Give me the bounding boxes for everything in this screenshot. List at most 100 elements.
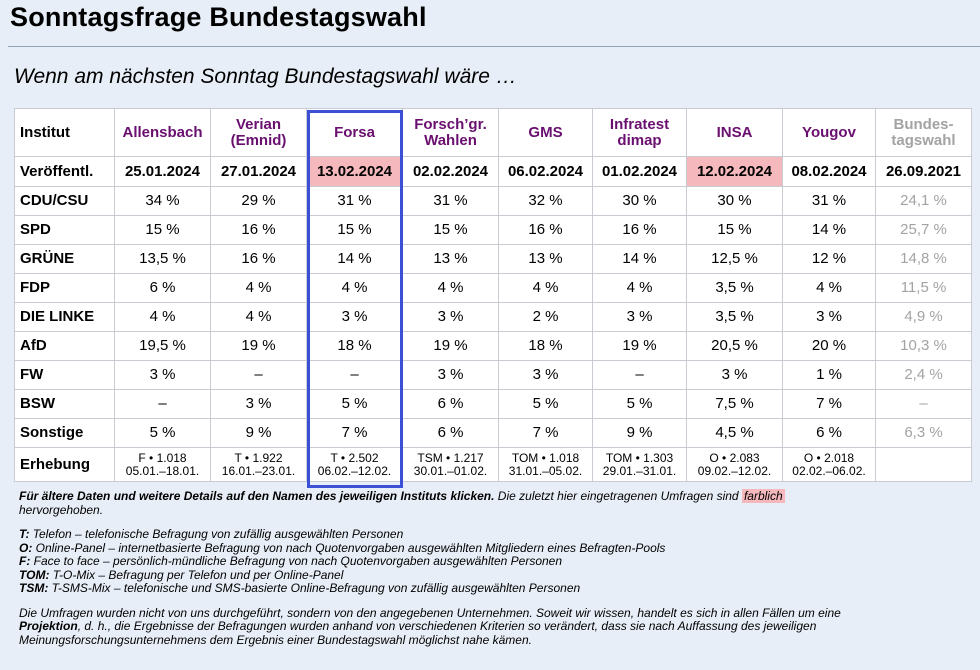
poll-value: 20,5 % <box>686 331 783 361</box>
legend-item: TOM: T-O-Mix – Befragung per Telefon und… <box>19 567 344 582</box>
party-name: BSW <box>14 389 115 419</box>
election-date: 26.09.2021 <box>875 156 972 187</box>
poll-value: 7 % <box>782 389 876 419</box>
institut-header: Institut <box>14 108 115 157</box>
published-date: 27.01.2024 <box>210 156 307 187</box>
poll-value: 5 % <box>498 389 593 419</box>
poll-value: 4 % <box>210 302 307 332</box>
election-result: 2,4 % <box>875 360 972 390</box>
poll-value: 19 % <box>210 331 307 361</box>
poll-value: 9 % <box>592 418 687 448</box>
poll-value: 30 % <box>686 186 783 216</box>
legend-item: TSM: T-SMS-Mix – telefonische und SMS-ba… <box>19 581 581 595</box>
election-result: 24,1 % <box>875 186 972 216</box>
election-result: 10,3 % <box>875 331 972 361</box>
election-result: 14,8 % <box>875 244 972 274</box>
poll-value: 5 % <box>306 389 403 419</box>
poll-value: 13 % <box>402 244 499 274</box>
poll-value: 16 % <box>210 244 307 274</box>
institute-link[interactable]: INSA <box>686 108 783 157</box>
institute-link[interactable]: Forsa <box>306 108 403 157</box>
party-name: FDP <box>14 273 115 303</box>
party-name: AfD <box>14 331 115 361</box>
survey-info: TSM • 1.217 30.01.–01.02. <box>402 447 499 482</box>
poll-value: 29 % <box>210 186 307 216</box>
poll-value: 16 % <box>592 215 687 245</box>
party-row: GRÜNE 13,5 % 16 % 14 % 13 % 13 % 14 % 12,5 % 12 … <box>14 244 972 274</box>
poll-value: 4 % <box>210 273 307 303</box>
poll-value: 3 % <box>686 360 783 390</box>
election-result: 6,3 % <box>875 418 972 448</box>
institute-link[interactable]: Infratest dimap <box>592 108 687 157</box>
poll-value: 19 % <box>592 331 687 361</box>
poll-value: 7 % <box>498 418 593 448</box>
poll-value: 30 % <box>592 186 687 216</box>
poll-value: 15 % <box>114 215 211 245</box>
poll-value: 19,5 % <box>114 331 211 361</box>
legend-item: O: Online-Panel – internetbasierte Befra… <box>19 540 666 555</box>
poll-value: 31 % <box>306 186 403 216</box>
institute-link[interactable]: Allensbach <box>114 108 211 157</box>
institute-link[interactable]: Verian (Emnid) <box>210 108 307 157</box>
published-date: 25.01.2024 <box>114 156 211 187</box>
poll-value: 32 % <box>498 186 593 216</box>
poll-value: 6 % <box>114 273 211 303</box>
bundestagswahl-header: Bundes-tagswahl <box>875 108 972 157</box>
poll-value: 3 % <box>402 360 499 390</box>
poll-value: 3 % <box>210 389 307 419</box>
poll-value: 14 % <box>306 244 403 274</box>
election-result: 11,5 % <box>875 273 972 303</box>
poll-value: 4 % <box>782 273 876 303</box>
institute-link[interactable]: GMS <box>498 108 593 157</box>
poll-value: – <box>306 360 403 390</box>
published-date: 08.02.2024 <box>782 156 876 187</box>
party-row: Sonstige 5 % 9 % 7 % 6 % 7 % 9 % 4,5 % 6 % 6,3 % <box>14 418 972 448</box>
party-row: FDP 6 % 4 % 4 % 4 % 4 % 4 % 3,5 % 4 % 11,5 % <box>14 273 972 303</box>
poll-table: Institut Allensbach Verian (Emnid) Forsa Fors… <box>14 108 972 482</box>
poll-value: 4 % <box>114 302 211 332</box>
poll-value: 3,5 % <box>686 273 783 303</box>
method-legend: T: Telefon – telefonische Befragung von … <box>19 527 969 596</box>
party-name: Sonstige <box>14 418 115 448</box>
survey-info: F • 1.018 05.01.–18.01. <box>114 447 211 482</box>
legend-item: F: Face to face – persönlich-mündliche B… <box>19 554 563 568</box>
survey-info: O • 2.083 09.02.–12.02. <box>686 447 783 482</box>
details-note: Für ältere Daten und weitere Details auf… <box>19 489 785 517</box>
poll-value: 4 % <box>498 273 593 303</box>
party-row: CDU/CSU 34 % 29 % 31 % 31 % 32 % 30 % 30 % 31 % 2… <box>14 186 972 216</box>
poll-value: 31 % <box>402 186 499 216</box>
page-subtitle: Wenn am nächsten Sonntag Bundestagswahl … <box>14 65 517 88</box>
published-date: 12.02.2024 <box>686 156 783 187</box>
poll-value: 3 % <box>402 302 499 332</box>
institute-link[interactable]: Forsch’gr. Wahlen <box>402 108 499 157</box>
published-date: 02.02.2024 <box>402 156 499 187</box>
poll-value: 14 % <box>782 215 876 245</box>
poll-value: 2 % <box>498 302 593 332</box>
party-row: FW 3 % – –3 % 3 % –3 % 1 % 2,4 % <box>14 360 972 390</box>
party-row: DIE LINKE 4 % 4 % 3 % 3 % 2 % 3 % 3,5 % 3 % 4,9 % <box>14 302 972 332</box>
poll-value: 4 % <box>306 273 403 303</box>
poll-value: 5 % <box>114 418 211 448</box>
poll-value: 6 % <box>782 418 876 448</box>
poll-value: 3 % <box>306 302 403 332</box>
farblich-marker: farblich <box>741 489 785 503</box>
poll-value: 3 % <box>114 360 211 390</box>
election-result: – <box>875 389 972 419</box>
survey-info: T • 1.922 16.01.–23.01. <box>210 447 307 482</box>
poll-value: 20 % <box>782 331 876 361</box>
page-title: Sonntagsfrage Bundestagswahl <box>10 2 427 32</box>
party-row: SPD 15 % 16 % 15 % 15 % 16 % 16 % 15 % 14 % 25,7 … <box>14 215 972 245</box>
title-divider <box>8 46 980 47</box>
survey-info: T • 2.502 06.02.–12.02. <box>306 447 403 482</box>
poll-value: 18 % <box>306 331 403 361</box>
poll-value: 16 % <box>498 215 593 245</box>
poll-value: 14 % <box>592 244 687 274</box>
poll-value: 7 % <box>306 418 403 448</box>
poll-value: 4,5 % <box>686 418 783 448</box>
published-label: Veröffentl. <box>14 156 115 187</box>
party-name: GRÜNE <box>14 244 115 274</box>
poll-value: 4 % <box>402 273 499 303</box>
institute-link[interactable]: Yougov <box>782 108 876 157</box>
poll-value: 31 % <box>782 186 876 216</box>
poll-value: 3 % <box>592 302 687 332</box>
